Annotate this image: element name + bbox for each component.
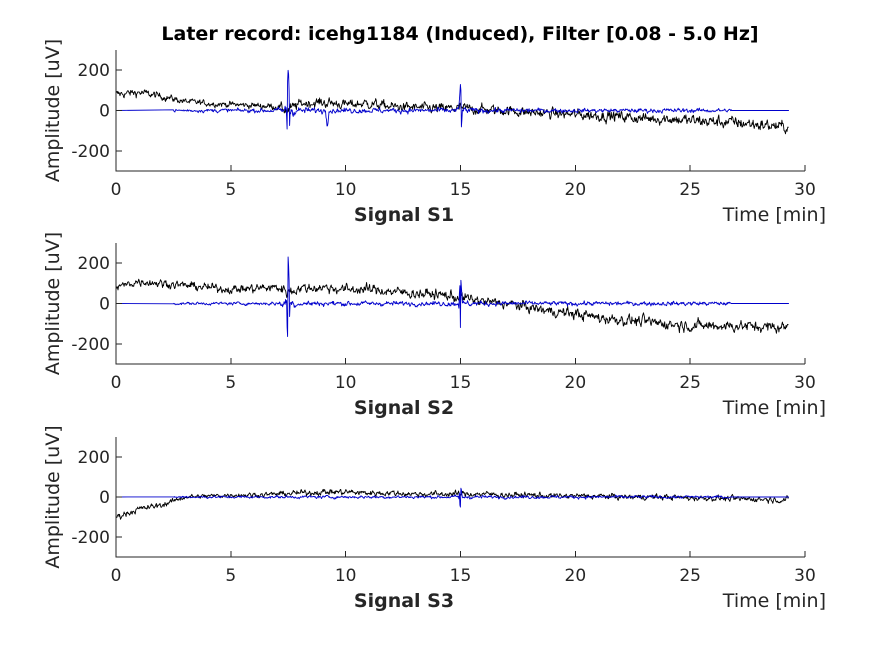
x-tick-label: 25 [679,180,701,200]
signal-label: Signal S3 [354,590,454,612]
x-tick-label: 10 [335,180,357,200]
x-tick-label: 5 [225,566,236,586]
y-tick-label: 200 [78,448,110,468]
x-axis-label: Time [min] [722,397,826,419]
series-group-2 [116,256,789,337]
x-tick-label: 0 [111,180,122,200]
y-axis-label: Amplitude [uV] [42,39,64,182]
x-tick-label: 20 [565,566,587,586]
x-tick-label: 15 [450,566,472,586]
series-line-black [116,488,789,520]
series-line-black [116,278,789,334]
y-tick-label: -200 [71,528,110,548]
x-tick-label: 15 [450,180,472,200]
series-group-1 [116,69,789,135]
x-tick-label: 20 [565,373,587,393]
series-line-black [116,89,789,135]
x-tick-label: 30 [794,566,816,586]
x-tick-label: 10 [335,373,357,393]
signal-label: Signal S1 [354,204,454,226]
x-tick-label: 20 [565,180,587,200]
y-tick-label: 200 [78,61,110,81]
y-tick-label: 0 [99,102,110,122]
x-tick-label: 25 [679,566,701,586]
y-axis-label: Amplitude [uV] [42,232,64,375]
x-tick-label: 5 [225,373,236,393]
y-tick-label: 0 [99,295,110,315]
x-tick-label: 0 [111,566,122,586]
x-tick-label: 5 [225,180,236,200]
x-tick-label: 0 [111,373,122,393]
x-tick-label: 30 [794,180,816,200]
x-axis-label: Time [min] [722,204,826,226]
x-tick-label: 10 [335,566,357,586]
chart-title: Later record: icehg1184 (Induced), Filte… [161,23,758,45]
y-tick-label: -200 [71,142,110,162]
x-axis-label: Time [min] [722,590,826,612]
series-line-blue [116,487,789,508]
y-tick-label: 0 [99,488,110,508]
x-tick-label: 30 [794,373,816,393]
x-tick-label: 15 [450,373,472,393]
series-line-blue [116,256,789,337]
signal-label: Signal S2 [354,397,454,419]
series-group-3 [116,487,789,520]
y-tick-label: 200 [78,254,110,274]
y-tick-label: -200 [71,335,110,355]
y-axis-label: Amplitude [uV] [42,425,64,568]
series-line-blue [116,69,789,130]
x-tick-label: 25 [679,373,701,393]
